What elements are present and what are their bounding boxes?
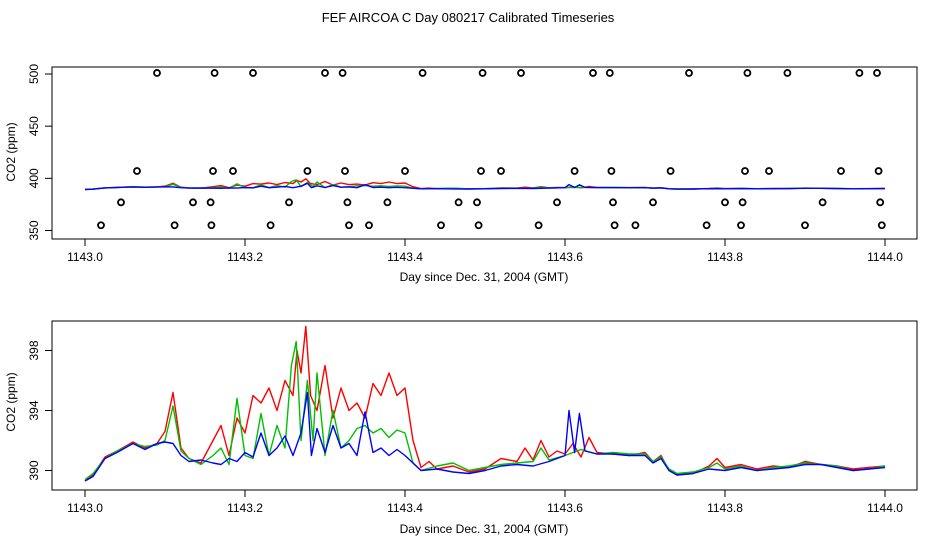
- calibration-marker: [876, 198, 885, 207]
- y-tick-label: 450: [27, 116, 41, 136]
- calibration-marker: [855, 69, 864, 77]
- calibration-marker: [873, 69, 881, 77]
- calibration-marker: [631, 221, 640, 230]
- calibration-marker: [285, 198, 293, 207]
- calibration-marker: [206, 198, 215, 207]
- calibration-marker: [189, 198, 197, 207]
- calibration-marker: [649, 198, 657, 207]
- calibration-marker: [738, 198, 747, 207]
- x-tick-label: 1143.0: [67, 501, 103, 515]
- calibration-marker: [474, 221, 483, 230]
- calibration-marker: [437, 221, 445, 230]
- calibration-marker: [345, 221, 353, 230]
- bottom-x-axis-title: Day since Dec. 31, 2004 (GMT): [400, 522, 569, 536]
- calibration-marker: [365, 221, 373, 230]
- calibration-marker: [117, 198, 125, 207]
- calibration-marker: [478, 69, 487, 77]
- calibration-marker: [610, 221, 619, 230]
- calibration-marker: [783, 69, 792, 77]
- y-tick-label: 400: [27, 168, 41, 188]
- calibration-marker: [477, 167, 485, 175]
- y-tick-label: 350: [27, 220, 41, 240]
- calibration-marker: [383, 198, 392, 207]
- x-tick-label: 1143.6: [547, 250, 583, 264]
- plot-frame: [51, 66, 918, 240]
- calibration-marker: [737, 221, 745, 230]
- series-line-blue: [84, 391, 886, 482]
- calibration-marker: [497, 167, 505, 175]
- calibration-marker: [321, 69, 329, 77]
- x-tick-label: 1143.0: [67, 250, 103, 264]
- calibration-marker: [338, 69, 347, 77]
- calibration-marker: [266, 221, 275, 230]
- calibration-marker: [801, 221, 809, 230]
- x-tick-label: 1143.8: [707, 501, 743, 515]
- y-tick-label: 390: [27, 460, 41, 480]
- bottom-panel: Day since Dec. 31, 2004 (GMT) CO2 (ppm) …: [4, 320, 918, 536]
- calibration-marker: [401, 167, 409, 175]
- calibration-marker: [702, 221, 711, 230]
- calibration-marker: [721, 198, 729, 207]
- y-tick-label: 398: [27, 340, 41, 360]
- calibration-marker: [553, 198, 561, 207]
- figure-title: FEF AIRCOA C Day 080217 Calibrated Times…: [322, 10, 615, 25]
- x-tick-label: 1144.0: [867, 501, 903, 515]
- calibration-marker: [765, 167, 773, 175]
- calibration-marker: [877, 221, 886, 230]
- calibration-marker: [607, 167, 616, 175]
- calibration-marker: [229, 167, 237, 175]
- calibration-marker: [97, 221, 105, 230]
- calibration-marker: [473, 198, 481, 207]
- y-tick-label: 394: [27, 400, 41, 420]
- x-tick-label: 1143.2: [227, 250, 263, 264]
- calibration-marker: [743, 69, 752, 77]
- calibration-marker: [210, 69, 219, 77]
- calibration-marker: [874, 167, 883, 175]
- calibration-marker: [249, 69, 257, 77]
- x-tick-label: 1143.2: [227, 501, 263, 515]
- calibration-marker: [589, 69, 597, 77]
- x-tick-label: 1143.8: [707, 250, 743, 264]
- y-tick-label: 500: [27, 64, 41, 84]
- calibration-marker: [209, 167, 217, 175]
- calibration-marker: [837, 167, 845, 175]
- calibration-marker: [207, 221, 216, 230]
- calibration-marker: [133, 167, 141, 175]
- series-line-green: [84, 340, 886, 481]
- plot-frame: [51, 320, 918, 491]
- series-line-blue: [84, 182, 886, 191]
- x-tick-label: 1143.4: [387, 501, 423, 515]
- bottom-y-axis-title: CO2 (ppm): [4, 372, 18, 431]
- top-panel: Day since Dec. 31, 2004 (GMT) CO2 (ppm) …: [4, 64, 918, 284]
- calibration-marker: [741, 167, 749, 175]
- calibration-marker: [818, 198, 827, 207]
- calibration-marker: [534, 221, 543, 230]
- x-tick-label: 1144.0: [867, 250, 903, 264]
- calibration-marker: [685, 69, 693, 77]
- calibration-marker: [666, 167, 675, 175]
- calibration-marker: [605, 69, 614, 77]
- calibration-marker: [303, 167, 312, 175]
- x-tick-label: 1143.4: [387, 250, 423, 264]
- calibration-marker: [343, 198, 352, 207]
- calibration-marker: [153, 69, 161, 77]
- calibration-marker: [170, 221, 179, 230]
- top-x-axis-title: Day since Dec. 31, 2004 (GMT): [400, 270, 569, 284]
- calibration-marker: [418, 69, 427, 77]
- calibration-marker: [609, 198, 617, 207]
- calibration-marker: [517, 69, 525, 77]
- series-line-red: [84, 325, 886, 482]
- calibration-marker: [570, 167, 579, 175]
- calibration-marker: [341, 167, 349, 175]
- top-y-axis-title: CO2 (ppm): [4, 122, 18, 181]
- x-tick-label: 1143.6: [547, 501, 583, 515]
- calibration-marker: [454, 198, 463, 207]
